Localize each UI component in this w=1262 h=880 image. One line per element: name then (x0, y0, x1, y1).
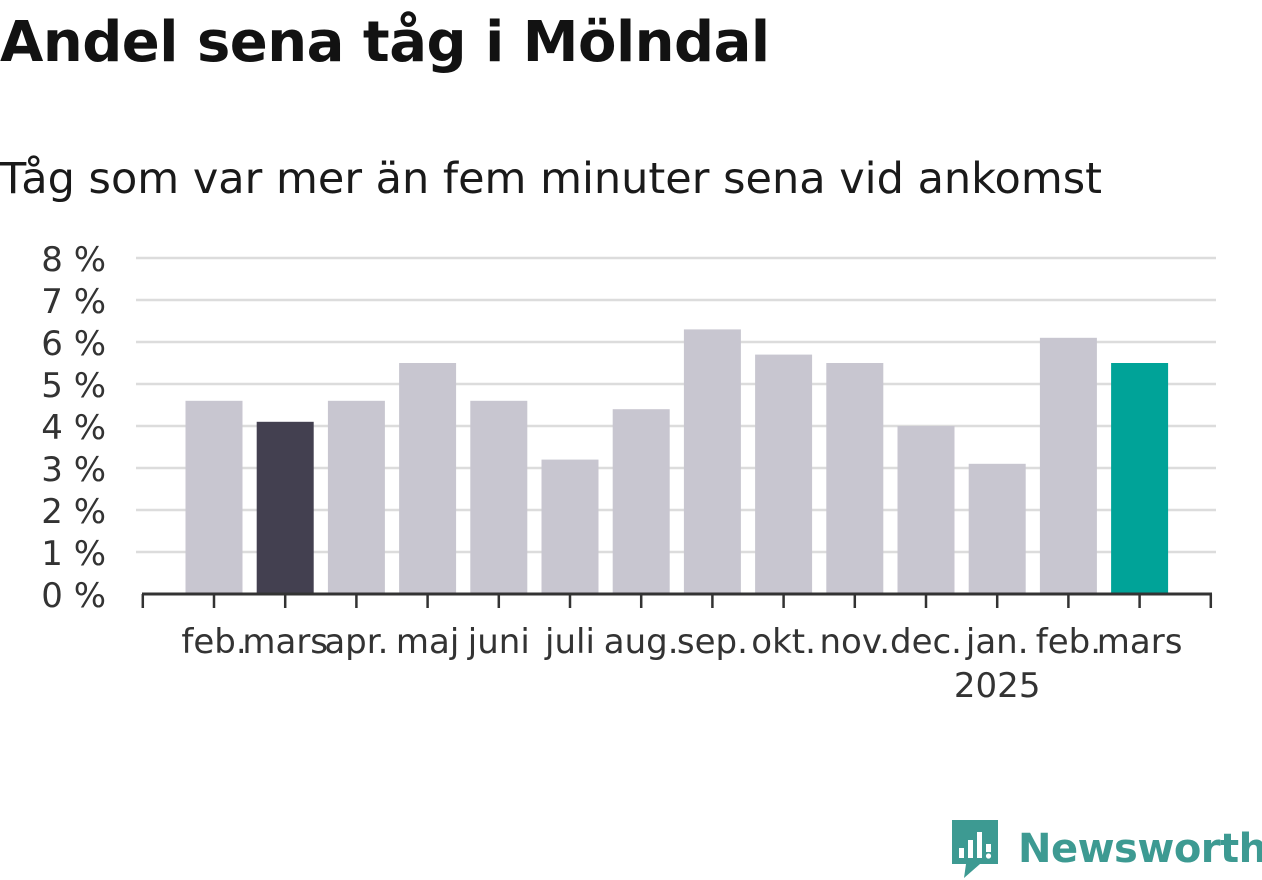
bar (541, 459, 599, 594)
chart-title: Andel sena tåg i Mölndal (0, 10, 770, 75)
y-tick-label: 2 % (41, 492, 106, 532)
x-tick-label: sep. (677, 622, 748, 662)
bar (1111, 363, 1169, 594)
bar (683, 329, 741, 594)
y-tick-label: 4 % (41, 408, 106, 448)
x-tick-label: nov. (819, 622, 890, 662)
y-tick-label: 1 % (41, 534, 106, 574)
bar (1039, 337, 1097, 594)
y-tick-label: 8 % (41, 240, 106, 280)
bar (612, 409, 670, 594)
x-tick-label: juni (467, 622, 530, 662)
x-tick-label: maj (396, 622, 459, 662)
x-tick-label: mars (242, 622, 328, 662)
x-tick-label: apr. (324, 622, 388, 662)
y-tick-label: 5 % (41, 366, 106, 406)
bar (327, 400, 385, 594)
x-tick-label: aug. (604, 622, 679, 662)
x-tick-label: okt. (751, 622, 816, 662)
bar (826, 363, 884, 594)
bar (470, 400, 528, 594)
x-tick-label: mars (1097, 622, 1183, 662)
bar (897, 426, 955, 594)
y-tick-label: 0 % (41, 576, 106, 616)
x-year-label: 2025 (954, 666, 1041, 706)
newsworthy-logo-text: Newsworthy (1018, 826, 1262, 872)
bar (755, 354, 813, 594)
x-tick-label: juli (544, 622, 595, 662)
bar (185, 400, 243, 594)
x-tick-label: feb. (1036, 622, 1101, 662)
bar (968, 463, 1026, 594)
x-tick-label: dec. (890, 622, 962, 662)
newsworthy-logo: Newsworthy (950, 818, 1262, 880)
x-tick-label: jan. (965, 622, 1029, 662)
bar (256, 421, 314, 594)
x-tick-label: feb. (181, 622, 246, 662)
bar (399, 363, 457, 594)
y-tick-label: 7 % (41, 282, 106, 322)
y-tick-label: 6 % (41, 324, 106, 364)
newsworthy-logo-icon (952, 820, 998, 878)
chart-subtitle: Tåg som var mer än fem minuter sena vid … (0, 154, 1103, 204)
y-tick-label: 3 % (41, 450, 106, 490)
